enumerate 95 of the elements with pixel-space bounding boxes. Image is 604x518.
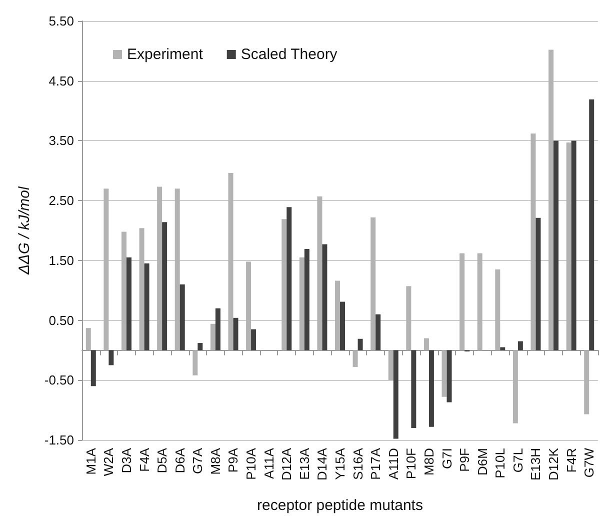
x-tick-label: F4A	[136, 448, 152, 472]
x-tick-label: F4R	[564, 448, 579, 473]
bar	[358, 338, 363, 350]
bar	[322, 244, 328, 350]
x-tick-label: D12K	[546, 448, 562, 481]
bar	[536, 218, 541, 350]
bar	[192, 350, 198, 376]
bar	[139, 228, 144, 350]
bar	[282, 219, 287, 350]
y-tick-label: 3.50	[48, 133, 74, 148]
x-tick-label: G7W	[582, 447, 597, 478]
bar	[518, 341, 523, 350]
bar	[286, 207, 292, 350]
bar	[554, 140, 559, 350]
bar	[376, 314, 381, 350]
x-tick-label: W2A	[101, 448, 116, 476]
bar	[174, 188, 180, 350]
x-tick-label: D14A	[314, 448, 330, 481]
x-tick-label: D6A	[172, 448, 188, 474]
bar	[162, 222, 168, 350]
x-tick-label: P17A	[368, 448, 384, 480]
bar	[340, 302, 345, 350]
x-tick-label: M8D	[421, 448, 436, 476]
bar	[228, 173, 234, 350]
bar	[198, 343, 203, 350]
y-tick-label: 4.50	[48, 73, 74, 88]
x-tick-label: S16A	[350, 448, 366, 480]
bar	[411, 350, 416, 428]
bar	[126, 257, 132, 350]
legend-label: Experiment	[127, 46, 204, 63]
x-tick-label: G7L	[510, 448, 526, 473]
bar	[299, 257, 304, 350]
x-tick-label: G7A	[190, 448, 206, 474]
bar	[446, 350, 452, 402]
bar	[370, 217, 376, 350]
bar	[121, 232, 126, 350]
bar	[424, 338, 429, 350]
x-tick-label: E13H	[528, 448, 544, 481]
bar	[584, 350, 590, 414]
bar	[406, 286, 412, 350]
bar	[246, 262, 252, 350]
bar	[304, 249, 310, 350]
bar	[442, 350, 447, 397]
bar	[530, 134, 536, 350]
x-tick-label: P9F	[457, 448, 472, 472]
bar	[548, 50, 554, 350]
x-tick-label: D12A	[279, 448, 294, 481]
x-tick-label: P10L	[492, 448, 508, 478]
bar	[512, 350, 518, 424]
x-tick-label: P10F	[404, 448, 419, 480]
bar	[210, 324, 216, 350]
x-tick-label: P9A	[226, 448, 241, 473]
bar	[90, 350, 96, 386]
x-tick-label: P10A	[244, 448, 259, 480]
bar	[388, 350, 394, 380]
x-tick-label: A11D	[386, 448, 401, 480]
x-tick-label: D6M	[474, 448, 490, 476]
x-tick-label: E13A	[296, 448, 312, 480]
bar	[352, 350, 358, 367]
y-axis-title: ΔΔG / kJ/mol	[16, 186, 33, 276]
bar	[460, 253, 465, 350]
y-tick-label: 2.50	[48, 193, 74, 208]
bar	[144, 263, 150, 350]
bar	[500, 347, 506, 350]
x-axis-title: receptor peptide mutants	[257, 497, 423, 514]
y-tick-label: 5.50	[48, 14, 74, 28]
bar	[86, 328, 91, 350]
bar	[428, 350, 434, 427]
bar	[157, 186, 162, 350]
x-tick-label: Y15A	[332, 448, 348, 480]
y-tick-label: 1.50	[48, 252, 74, 268]
bar	[571, 140, 576, 350]
legend-label: Scaled Theory	[240, 46, 338, 63]
bar	[317, 196, 322, 350]
bar	[104, 188, 109, 350]
bar	[108, 350, 114, 366]
x-tick-label: M1A	[83, 448, 98, 475]
y-tick-label: -0.50	[44, 372, 74, 388]
bar	[180, 284, 185, 350]
bar	[589, 99, 594, 350]
bar	[393, 350, 398, 439]
bar	[233, 318, 238, 350]
bar	[335, 280, 340, 350]
x-tick-label: D5A	[154, 448, 170, 474]
bar	[566, 142, 572, 350]
x-tick-label: D3A	[118, 448, 134, 474]
x-tick-label: G7I	[439, 448, 454, 469]
x-tick-label: M8A	[208, 448, 223, 475]
x-tick-label: A11A	[261, 448, 276, 479]
bar	[215, 308, 220, 350]
y-tick-label: -1.50	[44, 432, 74, 448]
bar	[495, 269, 500, 350]
y-tick-label: 0.50	[48, 312, 74, 328]
bar	[251, 329, 256, 350]
bar	[477, 253, 482, 350]
